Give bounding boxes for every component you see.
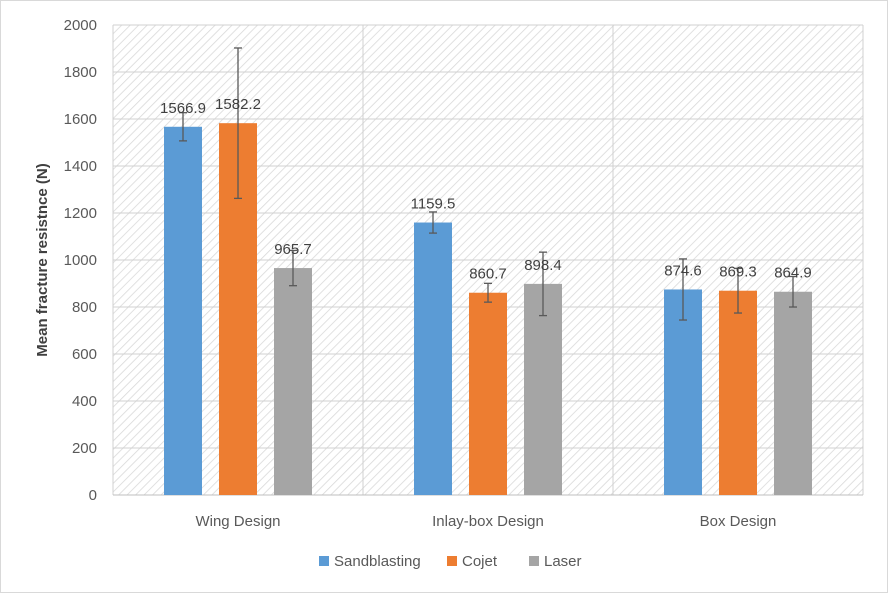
y-tick-label: 200 xyxy=(72,440,97,457)
legend-item-cojet: Cojet xyxy=(447,553,498,570)
x-axis-categories: Wing Design Inlay-box Design Box Design xyxy=(195,513,776,530)
legend-swatch xyxy=(447,556,457,566)
data-label: 864.9 xyxy=(774,265,812,282)
y-tick-label: 2000 xyxy=(64,17,97,34)
bar-laser xyxy=(524,283,562,495)
legend-label: Cojet xyxy=(462,553,498,570)
data-label: 860.7 xyxy=(469,266,507,283)
data-label: 1582.2 xyxy=(215,96,261,113)
error-bar xyxy=(789,275,797,308)
bar-cojet xyxy=(469,292,507,495)
error-bar xyxy=(539,251,547,317)
data-labels: 1566.9 1582.2 965.7 1159.5 860.7 898.4 874.6 86… xyxy=(160,96,812,283)
x-category-label: Box Design xyxy=(700,513,777,530)
data-label: 1566.9 xyxy=(160,100,206,117)
error-bar xyxy=(734,267,742,314)
error-bar xyxy=(679,258,687,321)
y-tick-label: 0 xyxy=(89,487,97,504)
bar-laser xyxy=(774,291,812,495)
error-bar xyxy=(429,211,437,234)
error-bar xyxy=(289,249,297,287)
y-tick-label: 400 xyxy=(72,393,97,410)
data-label: 898.4 xyxy=(524,257,562,274)
y-tick-label: 1200 xyxy=(64,205,97,222)
legend-swatch xyxy=(319,556,329,566)
error-bars xyxy=(179,47,797,321)
x-category-label: Inlay-box Design xyxy=(432,513,544,530)
bar-sandblasting xyxy=(664,289,702,495)
data-label: 869.3 xyxy=(719,264,757,281)
y-axis-title: Mean fracture resistnce (N) xyxy=(34,163,51,356)
error-bar xyxy=(234,47,242,200)
bar-cojet xyxy=(719,290,757,495)
x-category-label: Wing Design xyxy=(195,513,280,530)
error-bar xyxy=(179,112,187,142)
y-axis-ticks: 0 200 400 600 800 1000 1200 1400 1600 1800 2000 xyxy=(64,17,97,504)
bars xyxy=(164,123,812,496)
y-tick-label: 1000 xyxy=(64,252,97,269)
legend-item-sandblasting: Sandblasting xyxy=(319,553,421,570)
legend: Sandblasting Cojet Laser xyxy=(319,553,582,570)
bar-laser xyxy=(274,268,312,495)
y-tick-label: 1400 xyxy=(64,158,97,175)
error-bar xyxy=(484,282,492,303)
legend-label: Laser xyxy=(544,553,582,570)
y-tick-label: 600 xyxy=(72,346,97,363)
y-tick-label: 800 xyxy=(72,299,97,316)
legend-swatch xyxy=(529,556,539,566)
bar-sandblasting xyxy=(414,222,452,495)
data-label: 874.6 xyxy=(664,262,702,279)
y-tick-label: 1800 xyxy=(64,64,97,81)
y-tick-label: 1600 xyxy=(64,111,97,128)
bar-sandblasting xyxy=(164,126,202,495)
legend-label: Sandblasting xyxy=(334,553,421,570)
data-label: 1159.5 xyxy=(411,196,456,213)
legend-item-laser: Laser xyxy=(529,553,582,570)
data-label: 965.7 xyxy=(274,241,312,258)
